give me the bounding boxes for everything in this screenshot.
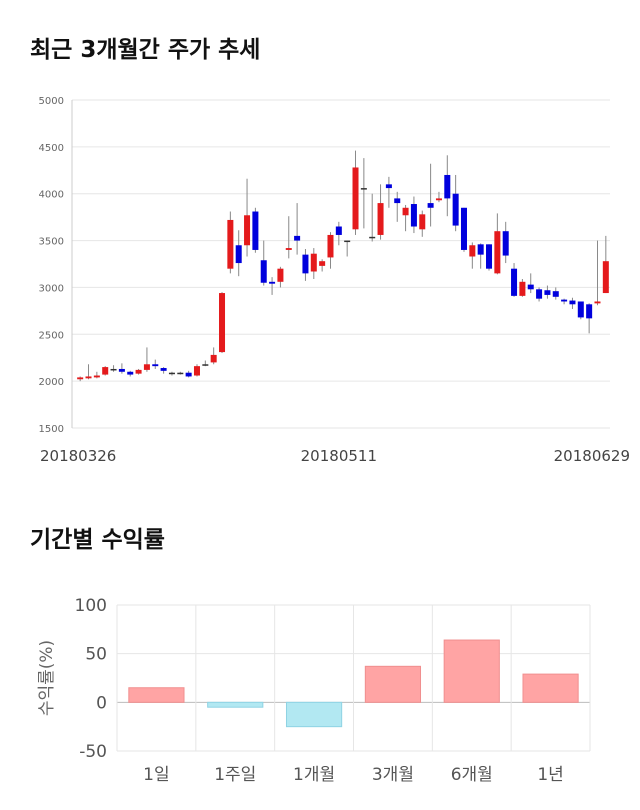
return-bar [522,673,579,703]
candle-body [219,293,226,353]
candle-body [118,368,125,372]
candle-body [569,300,576,305]
candle-body [511,268,518,296]
candle-body [327,234,334,258]
candle-body [536,289,543,299]
candle-body [494,231,501,274]
bar-y-axis-label: 수익률(%) [37,640,57,716]
candle-body [586,304,593,319]
candle-body [185,372,192,377]
candle-body [202,364,209,366]
x-tick-label: 20180326 [40,447,116,465]
candle-body [385,184,392,189]
candle-body [427,203,434,208]
candle-body [319,261,326,266]
y-tick-label: 1500 [39,424,64,435]
candle-body [452,193,459,226]
candle-body [193,366,200,376]
candle-body [294,235,301,241]
bar-category-label: 1년 [537,765,563,785]
candle-body [277,268,284,282]
y-tick-label: 2000 [39,377,64,388]
bar-y-tick-label: 50 [85,645,107,665]
candle-body [227,219,234,269]
candle-body [352,167,359,230]
candle-body [252,211,259,250]
bar-category-label: 3개월 [372,765,414,785]
candle-body [602,261,609,294]
return-bar [285,701,343,728]
candle-body [177,372,184,375]
return-bar [207,701,264,708]
candle-body [310,253,317,272]
candle-body [561,299,568,302]
stock-trend-title: 최근 3개월간 주가 추세 [30,37,261,63]
candle-body [435,198,442,201]
candle-body [269,281,276,284]
candle-body [519,281,526,296]
candle-body [210,354,217,363]
candle-body [335,226,342,235]
candle-body [410,204,417,227]
return-bar [364,665,422,703]
candle-body [402,207,409,216]
candle-body [544,290,551,295]
candle-body [486,244,493,269]
candle-body [477,244,484,255]
candle-body [360,188,367,190]
return-bar [128,687,185,703]
y-tick-label: 3000 [39,283,64,294]
bar-category-label: 1일 [143,765,169,785]
candle-body [377,203,384,235]
candle-body [160,368,167,371]
bar-y-tick-label: 100 [75,596,107,616]
candle-body [143,364,150,370]
y-tick-label: 2500 [39,330,64,341]
candle-body [419,214,426,230]
return-bar [443,639,500,703]
candle-body [552,291,559,297]
candle-body [369,236,376,239]
candle-body [235,245,242,264]
candle-body [394,198,401,204]
y-tick-label: 4000 [39,190,64,201]
candle-body [285,248,292,250]
candle-body [527,284,534,290]
bar-category-label: 1주일 [214,765,256,785]
candle-body [152,364,159,367]
stock-candlestick-chart: 1500 2000 2500 3000 3500 4000 4500 5000 20180326… [39,96,630,465]
candle-body [127,371,134,375]
candle-body [444,174,451,199]
bar-category-label: 6개월 [451,765,493,785]
candle-body [260,260,267,283]
returns-title: 기간별 수익률 [30,527,165,553]
y-tick-label: 5000 [39,96,64,107]
candle-body [244,215,251,246]
bar-y-tick-label: -50 [79,742,107,762]
candle-body [502,231,509,256]
candle-body [110,368,117,371]
candle-body [93,375,100,378]
bar-category-label: 1개월 [293,765,335,785]
candle-body [102,367,109,375]
y-tick-label: 4500 [39,143,64,154]
y-tick-label: 3500 [39,237,64,248]
candle-body [460,207,467,250]
bar-y-tick-label: 0 [96,693,107,713]
candle-body [135,369,142,374]
candle-body [168,372,175,375]
candle-body [577,301,584,318]
candle-body [594,301,601,304]
x-tick-label: 20180629 [554,447,630,465]
x-tick-label: 20180511 [301,447,377,465]
candle-body [302,254,309,274]
candle-body [344,240,351,243]
candle-body [469,245,476,257]
candle-body [77,377,84,380]
candle-body [85,376,92,379]
